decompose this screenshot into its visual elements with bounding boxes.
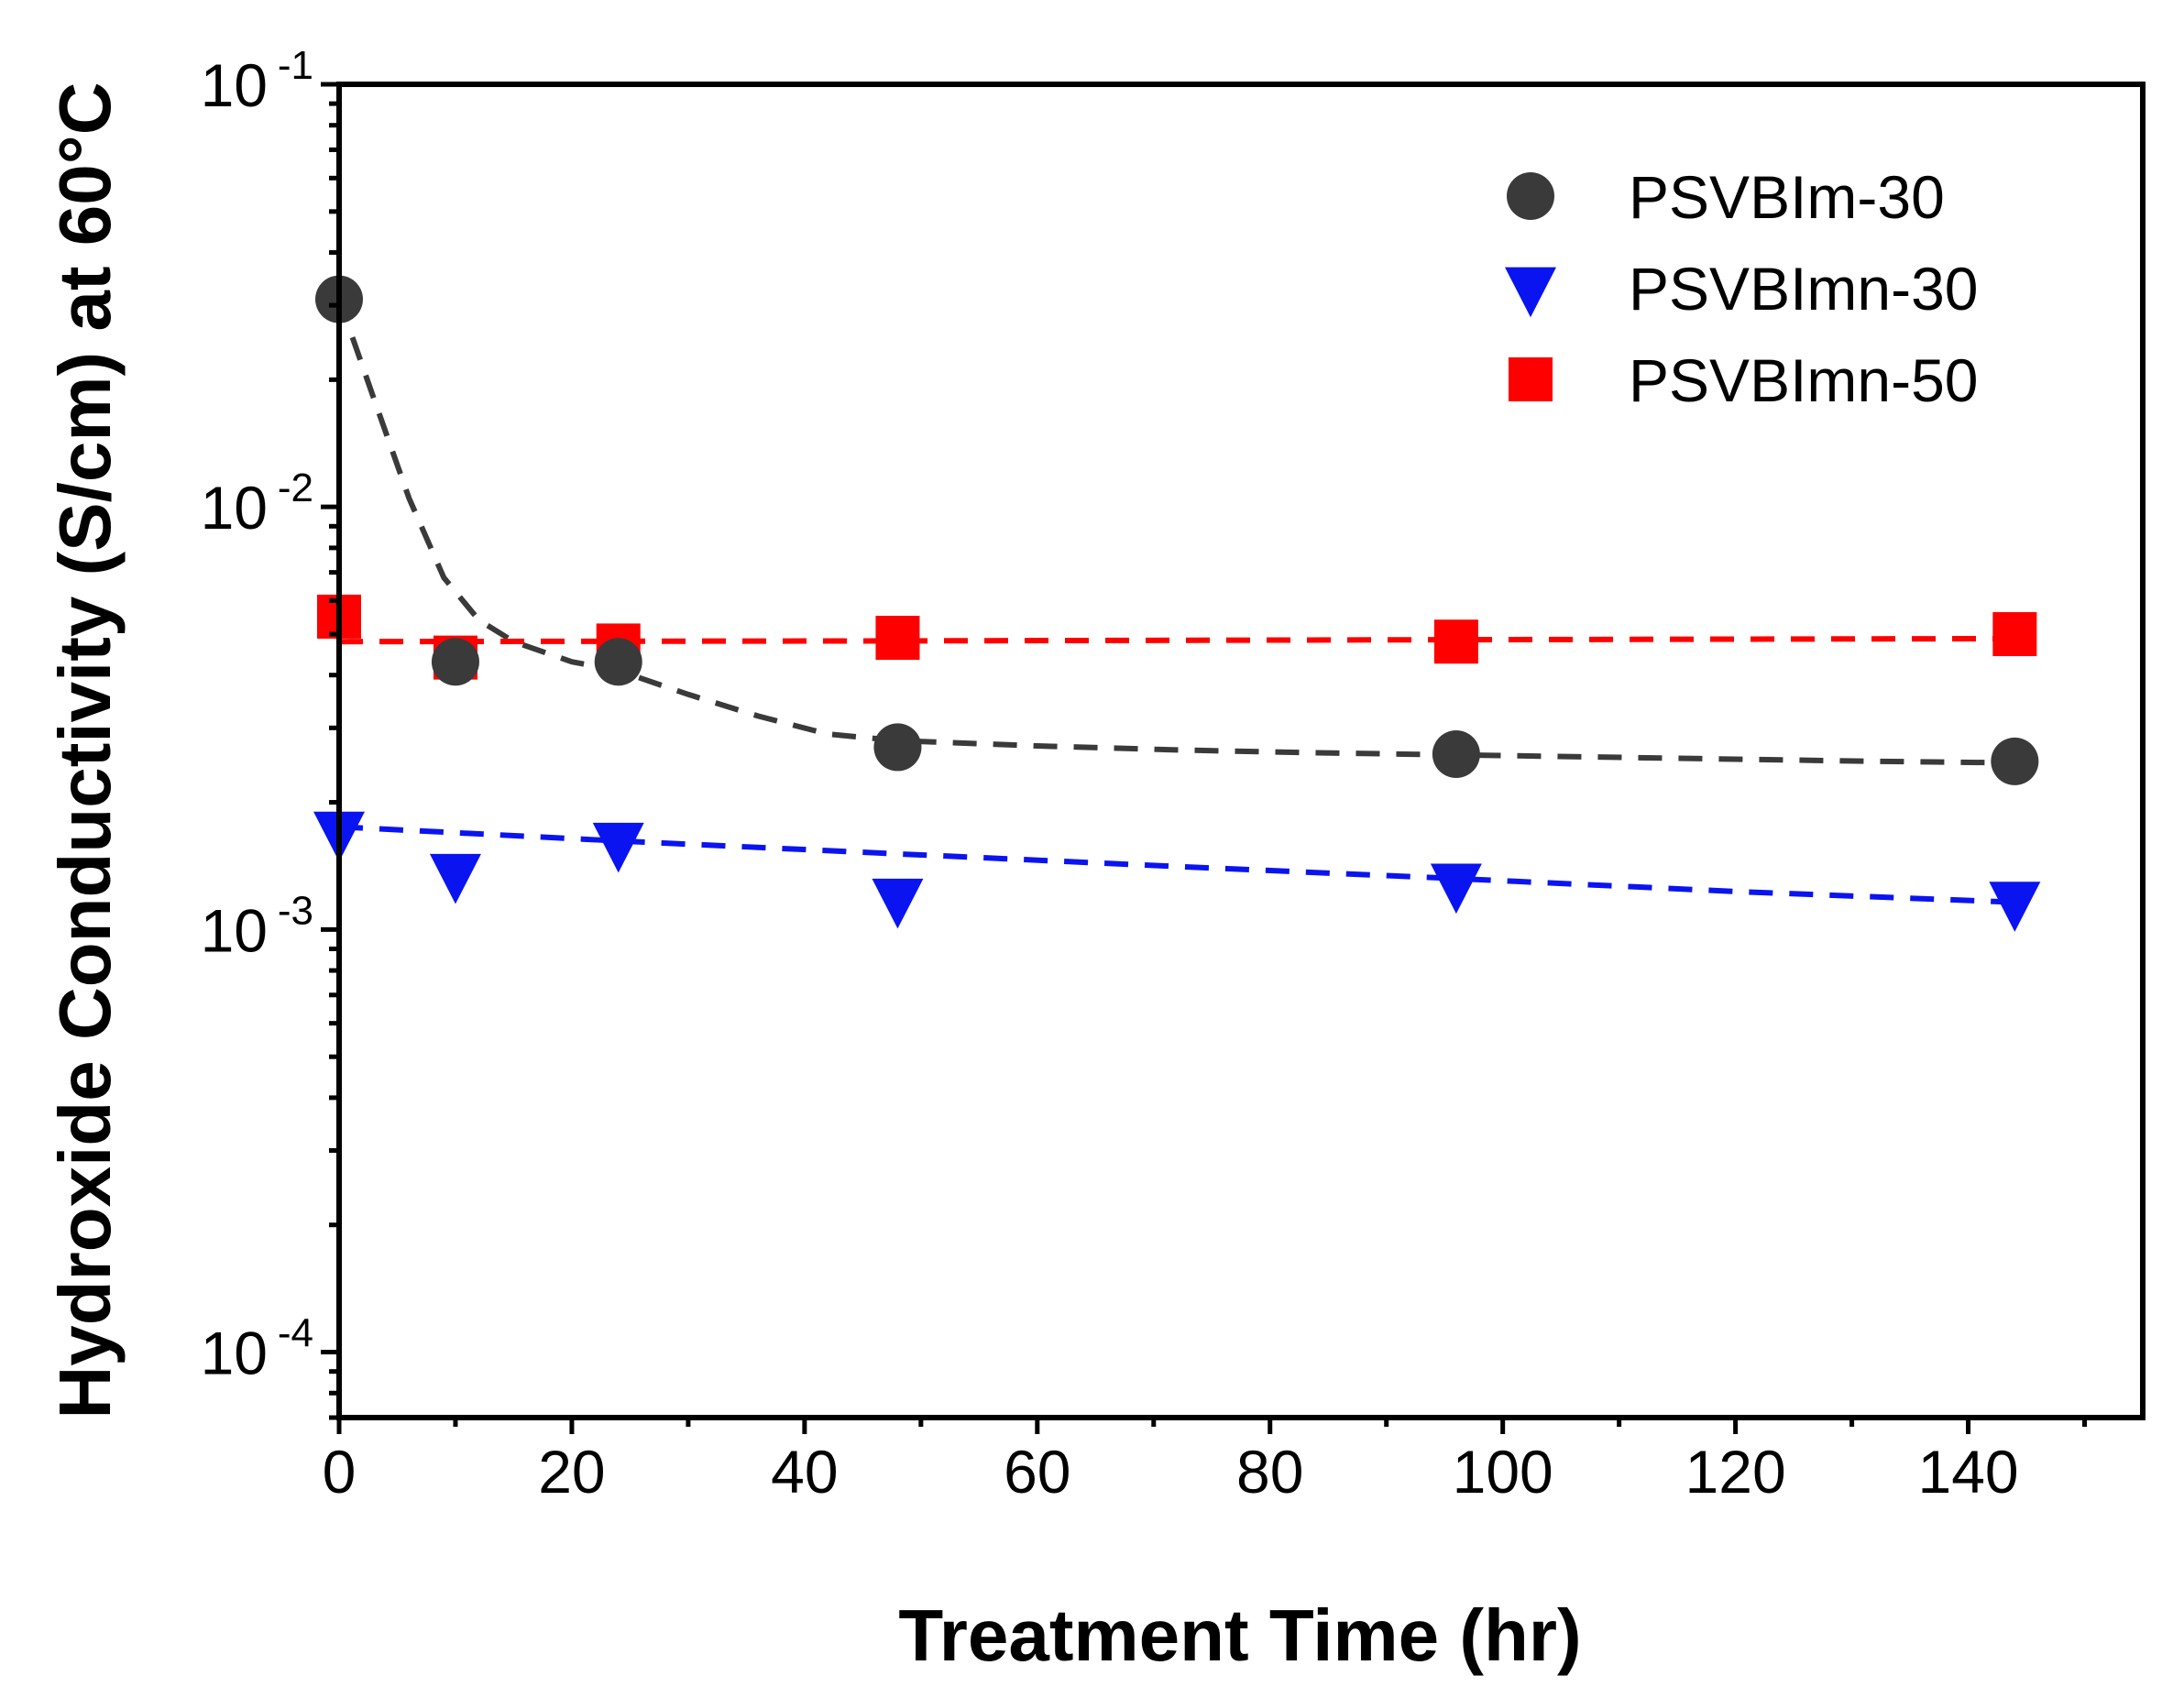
data-point-psvbim-30 bbox=[1991, 737, 2039, 785]
legend: PSVBIm-30 PSVBImn-30 PSVBImn-50 bbox=[1505, 163, 1979, 414]
x-tick-label: 0 bbox=[323, 1438, 357, 1506]
y-tick-label: 10 bbox=[201, 51, 268, 119]
data-point-psvbimn-30 bbox=[1430, 863, 1482, 915]
y-tick-exponent: -1 bbox=[278, 43, 313, 88]
x-axis-ticks: 0 20 40 60 80 100 120 140 bbox=[323, 1418, 2088, 1506]
fit-line-psvbim-30 bbox=[336, 298, 2015, 766]
x-tick-label: 140 bbox=[1917, 1438, 2018, 1506]
data-point-psvbimn-50 bbox=[875, 616, 920, 661]
y-axis-ticks: 10-410-310-210-1 bbox=[201, 43, 339, 1420]
data-point-psvbim-30 bbox=[431, 638, 479, 686]
y-tick-exponent: -4 bbox=[278, 1311, 313, 1356]
x-tick-label: 80 bbox=[1236, 1438, 1303, 1506]
fit-line-psvbimn-30 bbox=[338, 824, 2015, 905]
x-tick-label: 120 bbox=[1685, 1438, 1786, 1506]
data-point-psvbimn-50 bbox=[1433, 619, 1478, 664]
data-point-psvbim-30 bbox=[873, 723, 922, 772]
data-points bbox=[313, 275, 2041, 932]
fit-line-psvbimn-50 bbox=[338, 635, 2015, 645]
data-point-psvbimn-30 bbox=[592, 822, 644, 873]
y-tick-label: 10 bbox=[201, 896, 268, 964]
x-tick-label: 40 bbox=[771, 1438, 838, 1506]
y-tick-label: 10 bbox=[201, 1320, 268, 1387]
y-tick-exponent: -3 bbox=[278, 888, 313, 933]
data-point-psvbimn-50 bbox=[1992, 612, 2037, 657]
x-tick-label: 100 bbox=[1453, 1438, 1553, 1506]
plot-frame bbox=[336, 82, 2146, 1420]
x-tick-label: 60 bbox=[1004, 1438, 1070, 1506]
legend-label: PSVBIm-30 bbox=[1629, 163, 1945, 231]
y-tick-label: 10 bbox=[201, 474, 268, 542]
data-point-psvbimn-30 bbox=[1989, 882, 2041, 932]
legend-label: PSVBImn-50 bbox=[1629, 346, 1979, 414]
data-point-psvbim-30 bbox=[1432, 729, 1480, 778]
data-point-psvbim-30 bbox=[594, 638, 642, 686]
legend-marker-psvbim-30 bbox=[1507, 172, 1554, 220]
legend-marker-psvbimn-50 bbox=[1509, 357, 1553, 401]
legend-label: PSVBImn-30 bbox=[1629, 255, 1979, 323]
fit-lines bbox=[336, 298, 2015, 905]
y-axis-label: Hydroxide Conductivity (S/cm) at 60°C bbox=[44, 82, 126, 1419]
legend-marker-psvbimn-30 bbox=[1505, 267, 1556, 318]
data-point-psvbimn-30 bbox=[429, 853, 481, 904]
data-point-psvbimn-30 bbox=[872, 878, 924, 929]
x-axis-label: Treatment Time (hr) bbox=[898, 1594, 1581, 1676]
y-tick-exponent: -2 bbox=[278, 466, 313, 510]
x-tick-label: 20 bbox=[538, 1438, 605, 1506]
